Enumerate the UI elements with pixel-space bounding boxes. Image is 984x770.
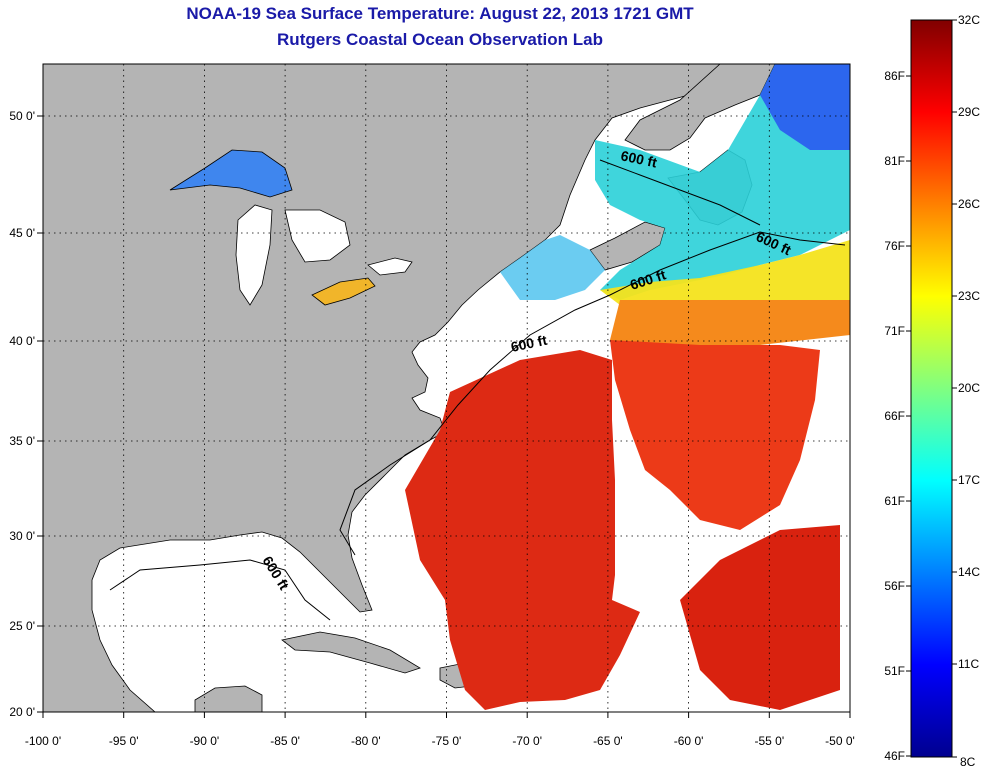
sst-swath-warm-southeast bbox=[680, 525, 840, 710]
colorbar-fahrenheit-label: 66F bbox=[884, 409, 905, 423]
colorbar-fahrenheit-label: 51F bbox=[884, 664, 905, 678]
isobath-600ft-line bbox=[339, 231, 846, 556]
colorbar-fahrenheit-label: 81F bbox=[884, 154, 905, 168]
y-axis bbox=[37, 115, 43, 713]
colorbar-celsius-label: 32C bbox=[958, 13, 980, 27]
x-tick-labels: -100 0' -95 0' -90 0' -85 0' -80 0' -75 … bbox=[25, 734, 855, 748]
isobath-600ft-gulf bbox=[109, 559, 331, 621]
colorbar-fahrenheit-label: 76F bbox=[884, 239, 905, 253]
colorbar: 32C 29C 26C 23C 20C 17C 14C 11C 8C 86F 8… bbox=[884, 13, 980, 769]
lake-superior bbox=[169, 149, 293, 198]
lake-michigan bbox=[235, 204, 273, 306]
colorbar-fahrenheit-label: 61F bbox=[884, 494, 905, 508]
colorbar-celsius-label: 17C bbox=[958, 473, 980, 487]
isobath-600ft-canada bbox=[599, 159, 761, 226]
x-tick-label: -60 0' bbox=[674, 734, 704, 748]
x-tick-label: -75 0' bbox=[432, 734, 462, 748]
map-subtitle: Rutgers Coastal Ocean Observation Lab bbox=[277, 30, 603, 49]
sst-swath-warm-west bbox=[405, 350, 640, 710]
colorbar-celsius-label: 11C bbox=[958, 657, 979, 671]
x-tick-label: -70 0' bbox=[512, 734, 542, 748]
y-tick-label: 20 0' bbox=[9, 705, 35, 719]
y-tick-label: 35 0' bbox=[9, 434, 35, 448]
lake-erie bbox=[311, 277, 376, 306]
x-tick-label: -80 0' bbox=[351, 734, 381, 748]
x-tick-label: -55 0' bbox=[754, 734, 784, 748]
x-axis bbox=[42, 712, 851, 718]
colorbar-celsius-label: 8C bbox=[960, 755, 976, 769]
isobath-label: 600 ft bbox=[509, 332, 548, 355]
graticule bbox=[43, 64, 850, 712]
sst-swath-warm-east bbox=[610, 340, 820, 530]
colorbar-celsius-label: 20C bbox=[958, 381, 980, 395]
map-panel: 600 ft 600 ft 600 ft 600 ft 600 ft bbox=[43, 64, 850, 712]
colorbar-celsius-label: 23C bbox=[958, 289, 980, 303]
colorbar-fahrenheit-label: 71F bbox=[884, 324, 905, 338]
x-tick-label: -85 0' bbox=[270, 734, 300, 748]
colorbar-celsius-label: 26C bbox=[958, 197, 980, 211]
map-title: NOAA-19 Sea Surface Temperature: August … bbox=[186, 4, 694, 23]
land-north-america bbox=[43, 64, 721, 712]
x-tick-label: -50 0' bbox=[825, 734, 855, 748]
colorbar-fahrenheit-label: 86F bbox=[884, 69, 905, 83]
lake-ontario bbox=[367, 257, 413, 276]
lake-huron bbox=[284, 209, 351, 263]
colorbar-fahrenheit-label: 46F bbox=[884, 749, 905, 763]
colorbar-fahrenheit-label: 56F bbox=[884, 579, 905, 593]
y-tick-label: 30 0' bbox=[9, 529, 35, 543]
x-tick-label: -95 0' bbox=[109, 734, 139, 748]
y-tick-label: 45 0' bbox=[9, 226, 35, 240]
isobath-label: 600 ft bbox=[619, 147, 658, 170]
y-tick-label: 50 0' bbox=[9, 109, 35, 123]
x-tick-label: -90 0' bbox=[190, 734, 220, 748]
y-tick-labels: 20 0' 25 0' 30 0' 35 0' 40 0' 45 0' 50 0… bbox=[9, 109, 35, 719]
colorbar-gradient bbox=[910, 19, 953, 758]
y-tick-label: 25 0' bbox=[9, 619, 35, 633]
land-cuba bbox=[281, 631, 421, 674]
colorbar-celsius-label: 29C bbox=[958, 105, 980, 119]
land-yucatan bbox=[194, 685, 263, 712]
sst-swath-gulf-maine bbox=[500, 235, 605, 300]
y-tick-label: 40 0' bbox=[9, 334, 35, 348]
colorbar-celsius-label: 14C bbox=[958, 565, 980, 579]
x-tick-label: -65 0' bbox=[593, 734, 623, 748]
sst-swath-labrador-cold bbox=[760, 64, 850, 150]
x-tick-label: -100 0' bbox=[25, 734, 61, 748]
